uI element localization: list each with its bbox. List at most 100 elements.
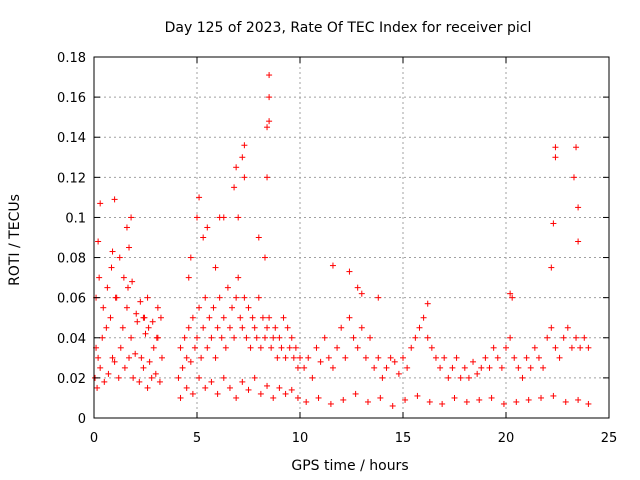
data-point	[111, 196, 118, 203]
data-point	[358, 324, 365, 331]
data-point	[233, 294, 240, 301]
data-point	[511, 354, 518, 361]
data-point	[402, 396, 409, 403]
data-point	[266, 314, 273, 321]
data-point	[538, 394, 545, 401]
data-point	[109, 248, 116, 255]
data-point	[179, 364, 186, 371]
data-point	[437, 364, 444, 371]
data-point	[120, 274, 127, 281]
data-point	[181, 334, 188, 341]
data-point	[364, 398, 371, 405]
data-point	[500, 400, 507, 407]
data-point	[152, 370, 159, 377]
data-point	[395, 370, 402, 377]
data-point	[346, 314, 353, 321]
data-point	[463, 398, 470, 405]
data-point	[325, 354, 332, 361]
data-point	[570, 174, 577, 181]
grid-layer	[94, 57, 609, 418]
data-point	[208, 334, 215, 341]
data-point	[276, 334, 283, 341]
data-point	[128, 334, 135, 341]
data-point	[503, 344, 509, 351]
data-point	[507, 334, 514, 341]
data-point	[449, 364, 456, 371]
x-tick-label: 25	[601, 431, 618, 446]
data-point	[470, 358, 477, 365]
data-point	[239, 378, 246, 385]
data-point	[136, 378, 143, 385]
data-point	[212, 264, 219, 271]
y-tick-label: 0.06	[57, 292, 86, 307]
data-point	[255, 294, 262, 301]
data-point	[573, 144, 580, 151]
data-point	[103, 324, 110, 331]
data-point	[329, 364, 336, 371]
data-point	[226, 384, 233, 391]
data-point	[338, 324, 345, 331]
data-point	[441, 354, 448, 361]
data-point	[218, 334, 225, 341]
data-point	[220, 314, 227, 321]
data-point	[280, 314, 287, 321]
data-point	[432, 354, 439, 361]
data-point	[237, 314, 244, 321]
data-point	[189, 390, 196, 397]
data-point	[158, 354, 165, 361]
data-point	[375, 294, 382, 301]
data-point	[229, 304, 236, 311]
data-point	[315, 394, 322, 401]
data-point	[183, 384, 190, 391]
data-point	[305, 354, 312, 361]
data-point	[257, 390, 264, 397]
data-point	[548, 324, 555, 331]
data-point	[129, 278, 136, 285]
data-point	[187, 254, 194, 261]
data-point	[121, 364, 128, 371]
data-point	[198, 354, 205, 361]
data-point	[257, 344, 264, 351]
data-point	[321, 334, 328, 341]
data-point	[371, 364, 378, 371]
data-point	[235, 214, 242, 221]
data-point	[251, 374, 258, 381]
data-point	[189, 314, 196, 321]
data-point	[253, 334, 260, 341]
data-point	[185, 274, 192, 281]
data-point	[342, 354, 349, 361]
data-point	[457, 374, 464, 381]
data-point	[94, 384, 101, 391]
data-point	[241, 174, 248, 181]
data-point	[507, 290, 514, 297]
data-point	[387, 354, 394, 361]
data-point	[350, 334, 357, 341]
data-point	[156, 378, 163, 385]
data-point	[142, 330, 149, 337]
data-point	[476, 396, 483, 403]
data-point	[140, 314, 147, 321]
data-point	[264, 174, 271, 181]
x-axis-label: GPS time / hours	[291, 458, 408, 474]
data-point	[474, 370, 481, 377]
data-point	[208, 378, 215, 385]
data-point	[146, 358, 153, 365]
data-point	[379, 374, 386, 381]
x-tick-label: 20	[498, 431, 515, 446]
data-point	[177, 394, 184, 401]
data-point	[461, 364, 468, 371]
data-point	[259, 314, 266, 321]
data-point	[185, 324, 192, 331]
data-point	[104, 284, 111, 291]
data-point	[515, 364, 522, 371]
data-point	[451, 394, 458, 401]
data-point	[284, 324, 291, 331]
data-point	[233, 394, 240, 401]
data-point	[95, 238, 102, 245]
x-tick-label: 5	[193, 431, 201, 446]
data-point	[290, 354, 297, 361]
data-point	[153, 334, 160, 341]
data-point	[550, 392, 557, 399]
data-point	[531, 344, 538, 351]
